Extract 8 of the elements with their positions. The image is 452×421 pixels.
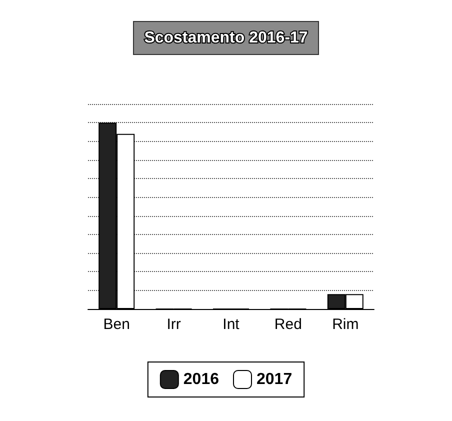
chart-title: Scostamento 2016-17	[144, 30, 308, 46]
x-tick-label: Ben	[103, 316, 130, 333]
legend-label: 2016	[183, 371, 220, 388]
x-tick-label: Irr	[166, 316, 181, 333]
x-tick-label: Int	[222, 316, 240, 333]
x-tick-label: Red	[274, 316, 302, 333]
legend-label: 2017	[256, 371, 292, 388]
x-tick-label: Rim	[332, 316, 359, 333]
